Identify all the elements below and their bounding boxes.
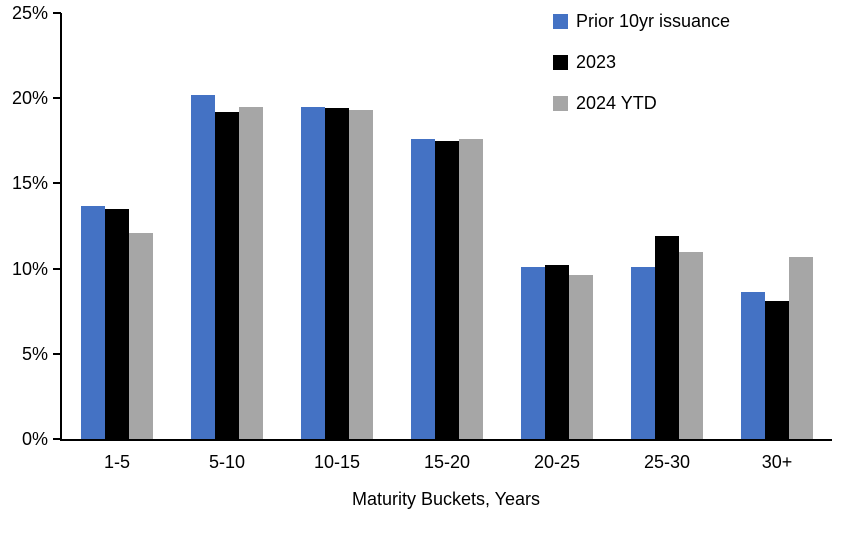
legend-item-2023: 2023 bbox=[553, 52, 730, 72]
x-axis-tick-label: 25-30 bbox=[643, 452, 691, 472]
bar-group-30+ bbox=[722, 13, 832, 439]
bar-2024-ytd-15-20 bbox=[459, 139, 483, 439]
y-axis-tick bbox=[53, 12, 61, 14]
bar-2024-ytd-1-5 bbox=[129, 232, 153, 439]
bars-layer bbox=[62, 13, 832, 439]
legend-swatch-icon bbox=[553, 13, 568, 29]
bar-2024-ytd-25-30 bbox=[679, 251, 703, 439]
bar-2024-ytd-10-15 bbox=[349, 110, 373, 439]
y-axis-tick bbox=[53, 438, 61, 440]
y-axis-tick-label: 10% bbox=[11, 258, 48, 279]
legend-label: 2023 bbox=[576, 51, 617, 72]
bar-2024-ytd-20-25 bbox=[569, 275, 593, 439]
legend-swatch-icon bbox=[553, 95, 568, 111]
bar-2024-ytd-5-10 bbox=[239, 106, 263, 439]
y-axis-tick-label: 0% bbox=[21, 429, 48, 449]
legend-label: Prior 10yr issuance bbox=[576, 10, 731, 31]
y-axis-tick-label: 20% bbox=[11, 88, 48, 109]
legend-label: 2024 YTD bbox=[576, 92, 657, 113]
bar-group-1-5 bbox=[62, 13, 172, 439]
y-axis-tick bbox=[53, 352, 61, 355]
y-axis-tick bbox=[53, 182, 61, 185]
x-axis-tick-label: 20-25 bbox=[533, 452, 581, 472]
bar-group-10-15 bbox=[282, 13, 392, 439]
bar-2023-5-10 bbox=[215, 111, 239, 439]
bar-group-5-10 bbox=[172, 13, 282, 439]
bar-group-15-20 bbox=[392, 13, 502, 439]
bar-2024-ytd-30+ bbox=[789, 256, 813, 439]
y-axis-tick-label: 5% bbox=[21, 343, 48, 364]
bar-group-20-25 bbox=[502, 13, 612, 439]
x-axis-tick-label: 10-15 bbox=[313, 452, 361, 472]
legend: Prior 10yr issuance 2023 2024 YTD bbox=[553, 11, 730, 134]
bar-2023-20-25 bbox=[545, 265, 569, 439]
bar-prior-10yr-issuance-15-20 bbox=[411, 139, 435, 439]
bar-2023-10-15 bbox=[325, 108, 349, 439]
y-axis-tick-label: 15% bbox=[11, 173, 48, 194]
y-axis-tick-label: 25% bbox=[11, 3, 48, 23]
bar-prior-10yr-issuance-10-15 bbox=[301, 106, 325, 439]
y-axis-tick bbox=[53, 267, 61, 270]
x-axis-tick-label: 15-20 bbox=[423, 452, 471, 472]
x-axis-tick-label: 5-10 bbox=[208, 452, 246, 472]
legend-swatch-icon bbox=[553, 54, 568, 70]
x-axis-title: Maturity Buckets, Years bbox=[351, 489, 541, 509]
x-axis-tick-label: 30+ bbox=[761, 452, 793, 472]
legend-item-prior-10yr-issuance: Prior 10yr issuance bbox=[553, 11, 730, 31]
bar-prior-10yr-issuance-1-5 bbox=[81, 205, 105, 439]
bar-2023-30+ bbox=[765, 300, 789, 439]
y-axis-tick bbox=[53, 97, 61, 100]
x-axis-tick-label: 1-5 bbox=[103, 452, 130, 472]
bar-prior-10yr-issuance-20-25 bbox=[521, 266, 545, 439]
plot-area bbox=[60, 13, 832, 441]
bar-2023-1-5 bbox=[105, 208, 129, 439]
legend-item-2024-ytd: 2024 YTD bbox=[553, 93, 730, 113]
bar-2023-15-20 bbox=[435, 140, 459, 439]
bar-prior-10yr-issuance-25-30 bbox=[631, 266, 655, 439]
bar-group-25-30 bbox=[612, 13, 722, 439]
bar-2023-25-30 bbox=[655, 236, 679, 439]
bar-prior-10yr-issuance-30+ bbox=[741, 292, 765, 439]
bar-prior-10yr-issuance-5-10 bbox=[191, 94, 215, 439]
